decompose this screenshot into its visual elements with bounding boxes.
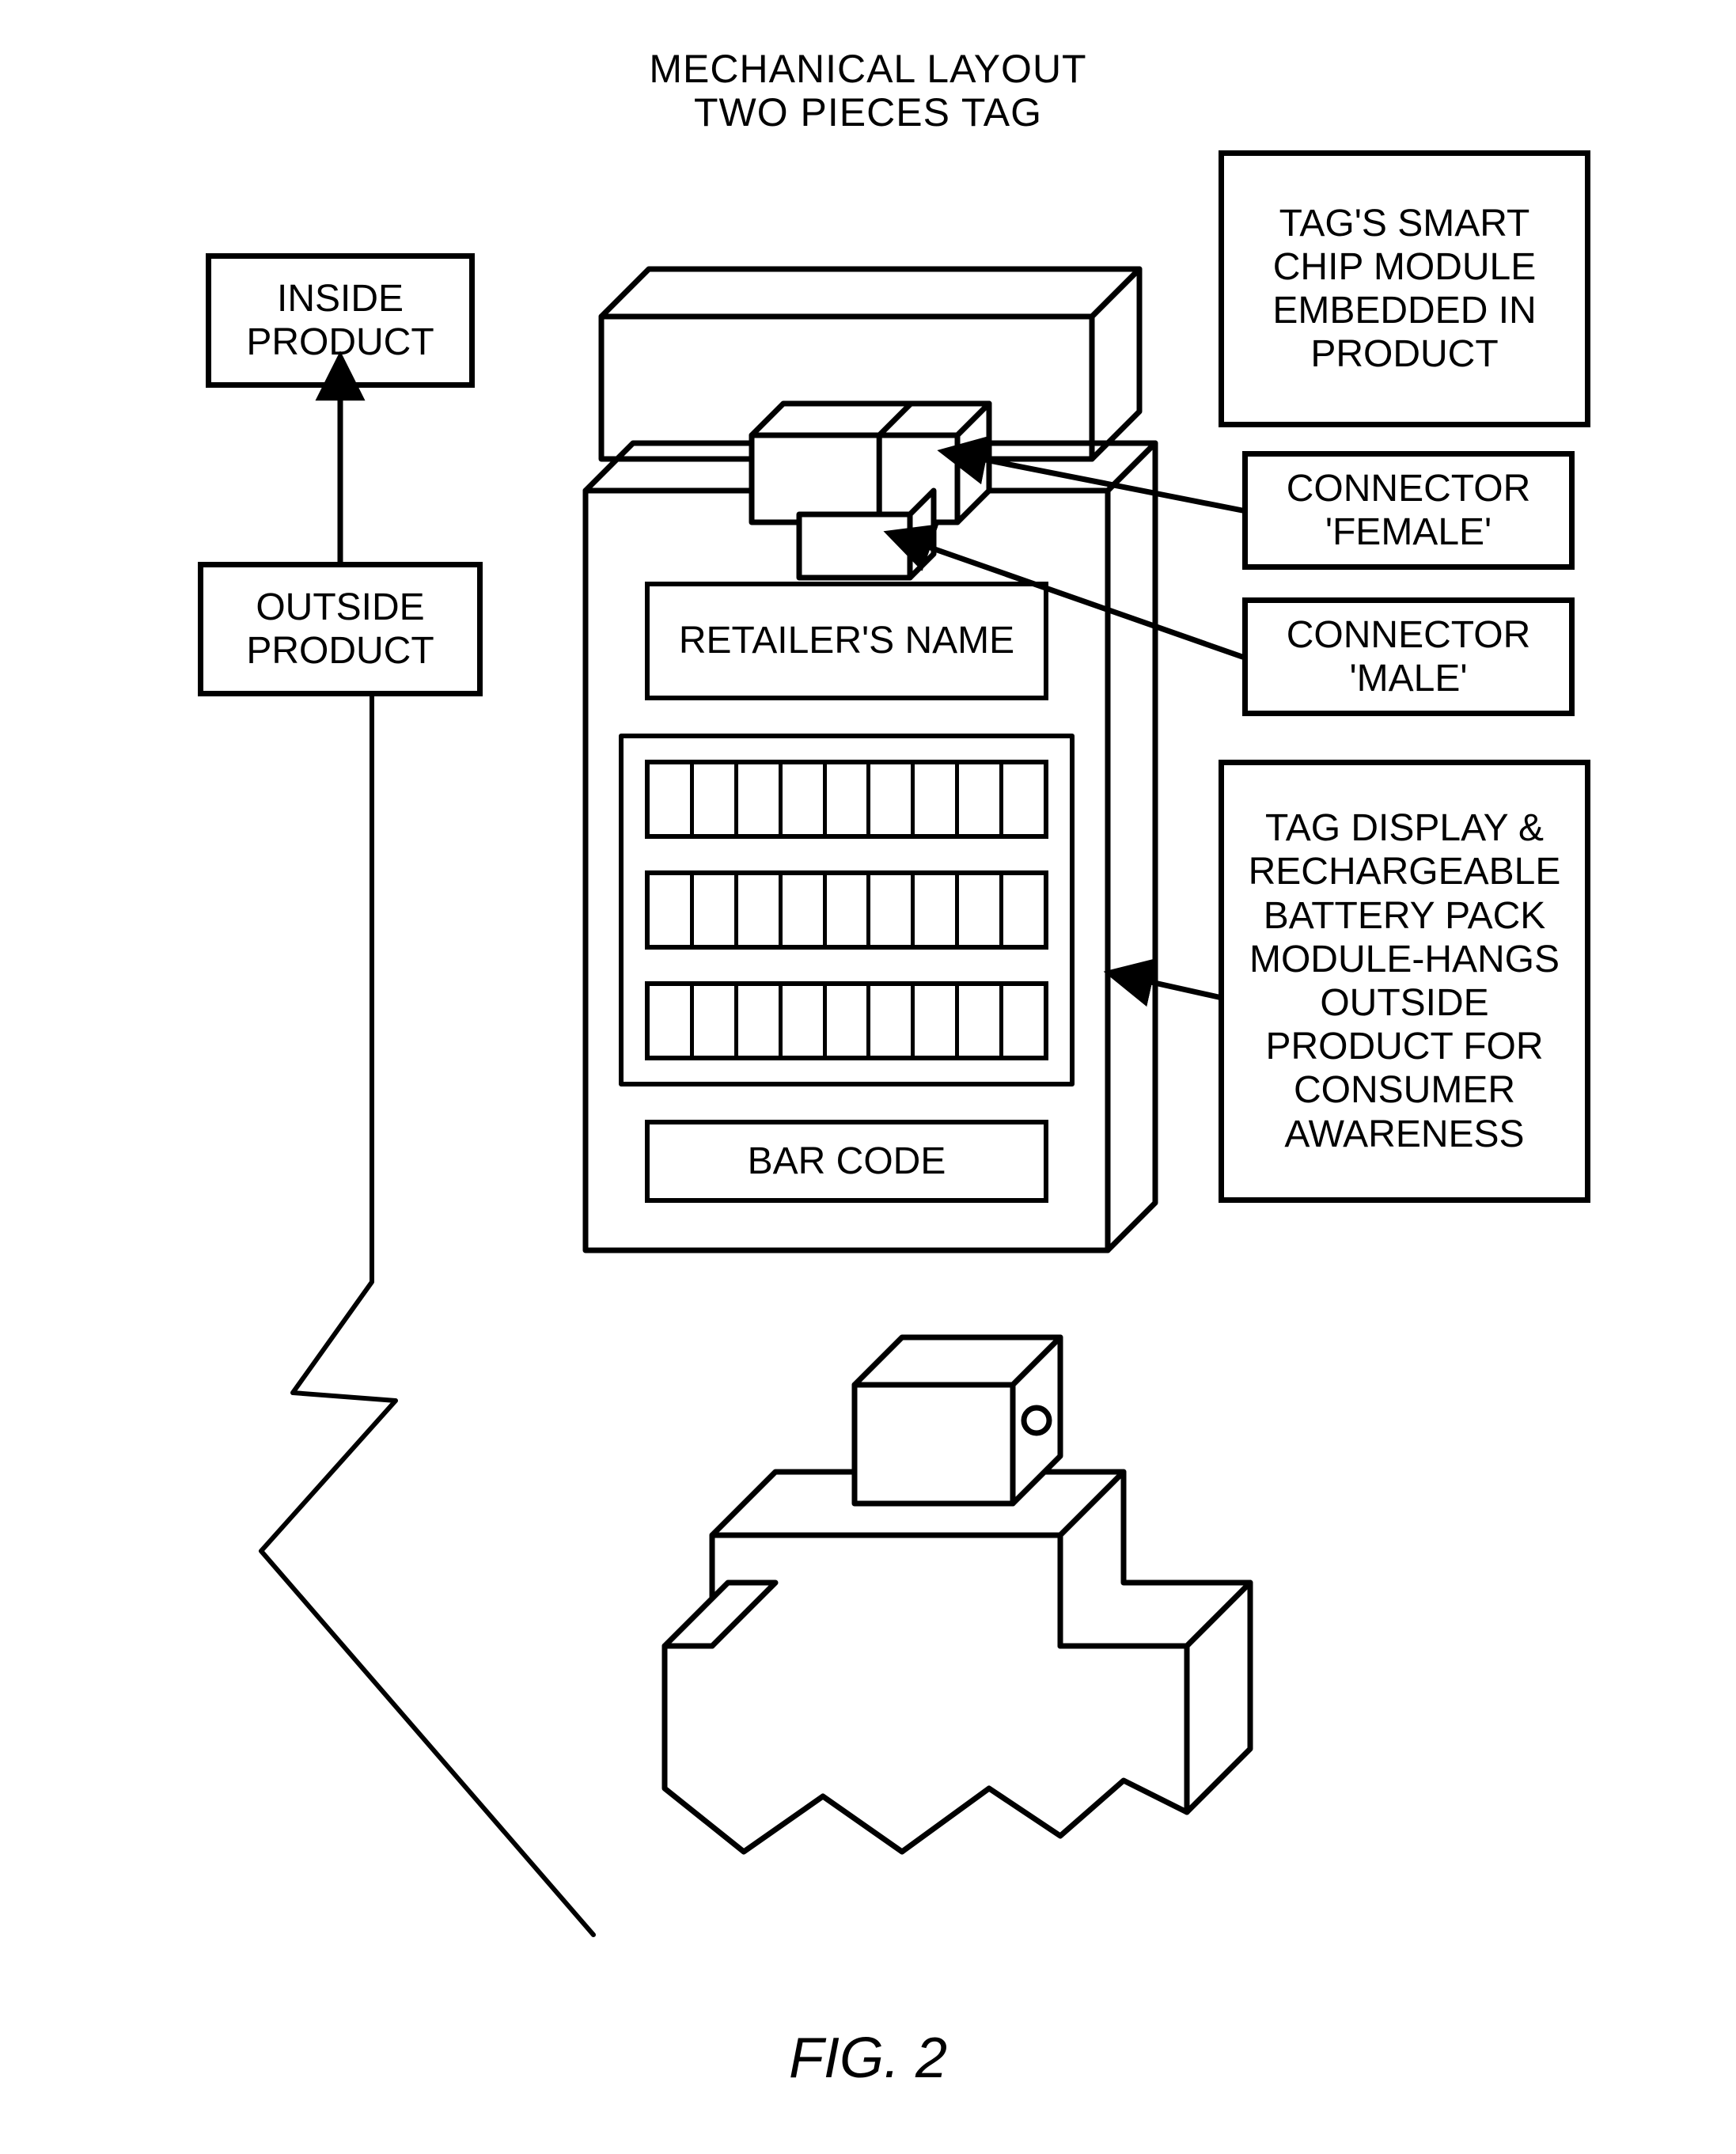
display-cell [866,764,911,834]
device-retailers-name: RETAILER'S NAME [645,582,1048,700]
diagram-title: MECHANICAL LAYOUTTWO PIECES TAG [0,47,1736,135]
display-cell [955,764,999,834]
display-strip-row [645,760,1048,839]
display-cell [779,764,823,834]
label-connector-male: CONNECTOR 'MALE' [1242,597,1575,716]
text: CONNECTOR 'FEMALE' [1264,467,1553,554]
text: OUTSIDE PRODUCT [219,586,461,673]
display-cell [734,986,779,1056]
label-outside-product: OUTSIDE PRODUCT [198,562,483,696]
text: INSIDE PRODUCT [227,277,453,364]
display-cell [690,986,734,1056]
figure-caption: FIG. 2 [0,2026,1736,2091]
display-cell [823,986,867,1056]
display-cell [779,875,823,945]
text: RETAILER'S NAME [679,619,1014,662]
display-cell [734,875,779,945]
device-barcode-label: BAR CODE [645,1120,1048,1203]
display-cell [999,875,1044,945]
display-cell [734,764,779,834]
display-cell [823,764,867,834]
label-tag-smart-chip: TAG'S SMART CHIP MODULE EMBEDDED IN PROD… [1219,150,1590,427]
display-cell [650,986,690,1056]
text: CONNECTOR 'MALE' [1264,613,1553,700]
display-cell [999,986,1044,1056]
title-line1: MECHANICAL LAYOUT [649,47,1086,91]
display-cell [823,875,867,945]
text: TAG DISPLAY & RECHARGEABLE BATTERY PACK … [1240,806,1569,1156]
display-cell [955,986,999,1056]
label-tag-display-desc: TAG DISPLAY & RECHARGEABLE BATTERY PACK … [1219,760,1590,1203]
display-strip-row [645,981,1048,1060]
label-inside-product: INSIDE PRODUCT [206,253,475,388]
display-cell [911,986,955,1056]
display-cell [866,986,911,1056]
title-line2: TWO PIECES TAG [694,90,1042,135]
display-cell [650,764,690,834]
display-cell [999,764,1044,834]
label-connector-female: CONNECTOR 'FEMALE' [1242,451,1575,570]
diagram-canvas: MECHANICAL LAYOUTTWO PIECES TAG INSIDE P… [0,0,1736,2154]
display-cell [866,875,911,945]
display-cell [650,875,690,945]
text: FIG. 2 [789,2027,947,2090]
display-cell [690,875,734,945]
display-strip-row [645,870,1048,950]
display-cell [955,875,999,945]
text: TAG'S SMART CHIP MODULE EMBEDDED IN PROD… [1240,202,1569,377]
display-cell [911,875,955,945]
display-cell [911,764,955,834]
display-cell [690,764,734,834]
display-cell [779,986,823,1056]
text: BAR CODE [748,1140,946,1183]
